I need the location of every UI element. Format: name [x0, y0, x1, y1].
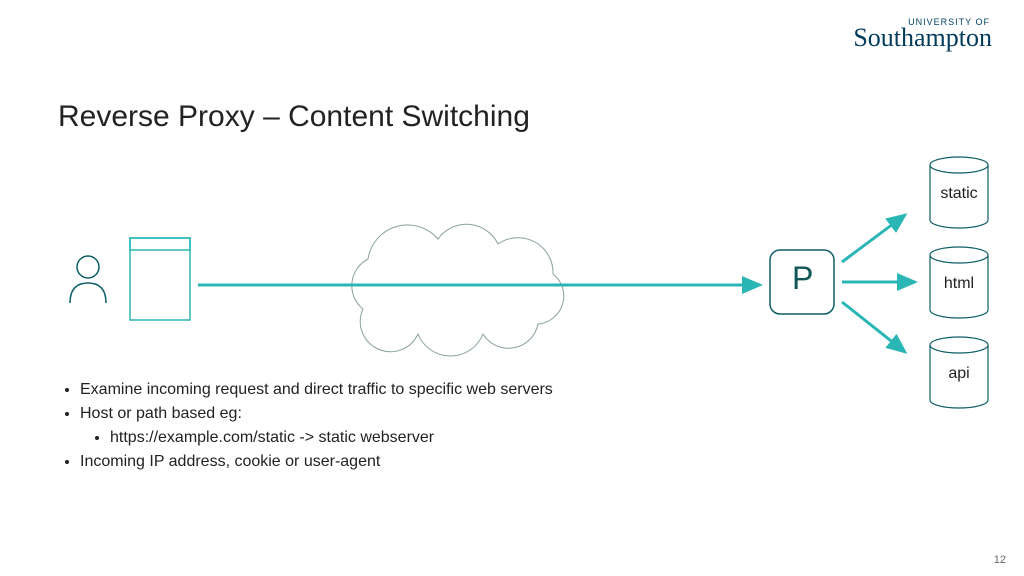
- proxy-label: P: [792, 260, 813, 297]
- database-label-static: static: [930, 185, 988, 203]
- bullet-1: Examine incoming request and direct traf…: [80, 378, 553, 402]
- bullet-3: Incoming IP address, cookie or user-agen…: [80, 450, 553, 474]
- branch-arrow-0: [842, 215, 905, 262]
- database-label-api: api: [930, 365, 988, 383]
- bullet-2a: https://example.com/static -> static web…: [110, 426, 553, 450]
- page-number: 12: [994, 554, 1006, 566]
- database-label-html: html: [930, 275, 988, 293]
- branch-arrow-2: [842, 302, 905, 352]
- architecture-diagram: [0, 0, 1024, 576]
- bullet-2: Host or path based eg: https://example.c…: [80, 402, 553, 450]
- bullet-list: Examine incoming request and direct traf…: [58, 378, 553, 474]
- cloud-icon: [352, 224, 564, 356]
- user-icon: [77, 256, 99, 278]
